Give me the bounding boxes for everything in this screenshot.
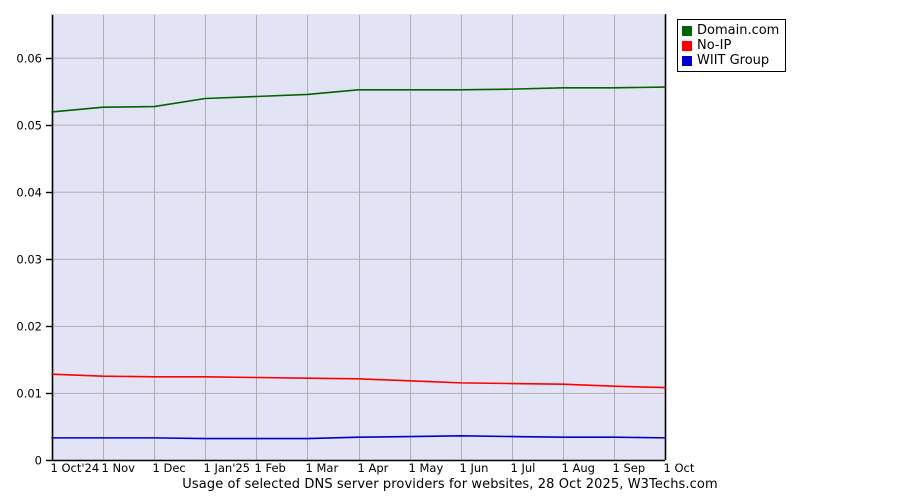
legend-label-no-ip: No-IP (697, 37, 732, 53)
x-axis-tick-label: 1 Apr (358, 461, 389, 475)
x-axis-tick-label: 1 Jun (460, 461, 489, 475)
y-axis-tick-label: 0.01 (16, 387, 42, 401)
x-axis-tick-label: 1 Oct'24 (51, 461, 100, 475)
x-axis-tick-label: 1 Aug (562, 461, 595, 475)
x-axis-tick-label: 1 Jul (511, 461, 536, 475)
x-axis-tick-label: 1 Feb (255, 461, 286, 475)
legend-item-no-ip: No-IP (682, 38, 779, 53)
x-axis-tick-label: 1 Oct (664, 461, 695, 475)
legend-item-domain-com: Domain.com (682, 23, 779, 38)
y-axis-tick-label: 0.02 (16, 320, 42, 334)
axis-spines (51, 14, 667, 462)
x-axis-tick-label: 1 Mar (306, 461, 339, 475)
chart-legend: Domain.com No-IP WIIT Group (677, 19, 787, 72)
series-line-no-ip (51, 373, 666, 389)
chart-caption: Usage of selected DNS server providers f… (182, 477, 718, 492)
x-axis-tick-label: 1 Sep (613, 461, 646, 475)
y-axis-tick-label: 0.04 (16, 186, 42, 200)
series-line-domain-com (51, 86, 666, 113)
legend-swatch-wiit-group (682, 55, 692, 66)
y-axis-tick-label: 0.05 (16, 119, 42, 133)
x-axis-tick-label: 1 May (409, 461, 444, 475)
x-axis-tick-label: 1 Nov (102, 461, 136, 475)
y-axis: 0 0.01 0.02 0.03 0.04 0.05 0.06 (16, 52, 52, 468)
legend-item-wiit-group: WIIT Group (682, 53, 779, 68)
y-axis-tick-label: 0.06 (16, 52, 42, 66)
data-series-group (51, 86, 666, 440)
y-axis-tick-label: 0 (35, 454, 42, 468)
series-line-wiit-group (51, 435, 666, 440)
x-axis: 1 Oct'24 1 Nov 1 Dec 1 Jan'25 1 Feb 1 Mar 1 Ap… (51, 461, 695, 475)
x-axis-tick-label: 1 Dec (153, 461, 186, 475)
x-axis-tick-label: 1 Jan'25 (204, 461, 251, 475)
legend-label-domain-com: Domain.com (697, 22, 780, 38)
legend-swatch-domain-com (682, 25, 692, 36)
y-axis-tick-label: 0.03 (16, 253, 42, 267)
legend-swatch-no-ip (682, 40, 692, 51)
legend-label-wiit-group: WIIT Group (697, 52, 770, 68)
